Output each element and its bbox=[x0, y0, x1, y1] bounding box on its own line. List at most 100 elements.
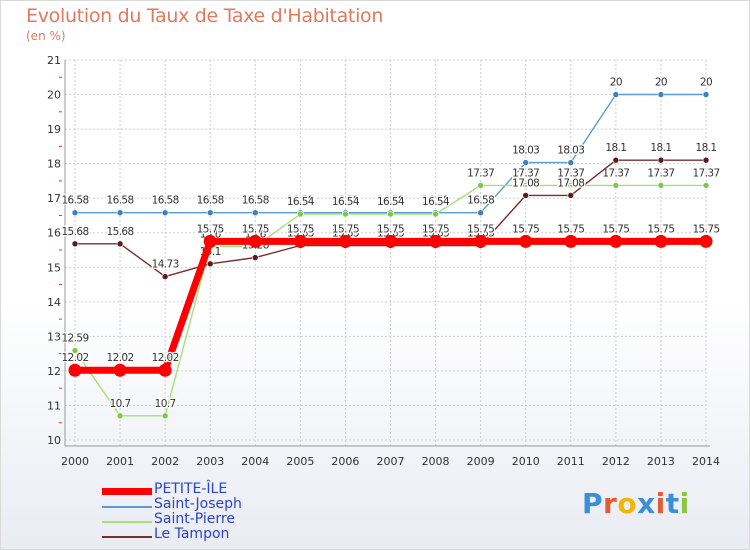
x-tick-label: 2004 bbox=[241, 455, 269, 468]
data-label: 12.02 bbox=[61, 352, 88, 364]
legend-label: Le Tampon bbox=[154, 526, 230, 542]
data-label: 17.08 bbox=[512, 177, 539, 189]
data-point bbox=[702, 156, 710, 164]
data-point bbox=[71, 240, 79, 248]
data-label: 17.37 bbox=[557, 167, 584, 179]
data-label: 16.54 bbox=[287, 196, 315, 208]
data-point bbox=[158, 363, 172, 377]
y-tick-label: 14 bbox=[47, 296, 61, 309]
data-label: 10.7 bbox=[155, 398, 176, 410]
data-label: 16.58 bbox=[332, 195, 359, 207]
data-label: 16.58 bbox=[242, 195, 269, 207]
data-label: 17.37 bbox=[512, 167, 539, 179]
legend-label: Saint-Pierre bbox=[154, 511, 235, 527]
data-label: 16.58 bbox=[107, 195, 134, 207]
data-label: 10.7 bbox=[110, 398, 131, 410]
data-point bbox=[116, 412, 124, 420]
data-label: 15.75 bbox=[647, 223, 674, 235]
data-point bbox=[248, 234, 262, 248]
data-label: 18.1 bbox=[650, 142, 671, 154]
data-label: 17.08 bbox=[557, 177, 584, 189]
data-label: 15.75 bbox=[467, 223, 494, 235]
data-point bbox=[68, 363, 82, 377]
data-label: 20 bbox=[700, 77, 712, 89]
y-tick-label: 16 bbox=[47, 227, 61, 240]
legend-swatch bbox=[102, 536, 152, 538]
y-tick-label: 19 bbox=[47, 123, 61, 136]
x-tick-label: 2014 bbox=[692, 455, 720, 468]
data-point bbox=[342, 210, 349, 218]
data-label: 15.63 bbox=[377, 228, 404, 240]
x-tick-label: 2006 bbox=[331, 455, 359, 468]
legend-swatch bbox=[102, 521, 152, 523]
data-label: 15.75 bbox=[422, 223, 449, 235]
chart-title: Evolution du Taux de Taxe d'Habitation bbox=[26, 5, 384, 27]
data-point bbox=[387, 210, 394, 218]
data-point bbox=[519, 234, 533, 248]
data-point bbox=[657, 91, 665, 98]
logo-letter: i bbox=[655, 487, 666, 520]
data-point bbox=[567, 192, 575, 199]
data-label: 16.58 bbox=[287, 195, 314, 207]
x-tick-label: 2005 bbox=[286, 455, 314, 468]
data-label: 17.37 bbox=[692, 167, 719, 179]
data-label: 15.63 bbox=[287, 228, 314, 240]
data-label: 15.75 bbox=[512, 223, 539, 235]
data-label: 12.02 bbox=[152, 352, 179, 364]
data-label: 18.1 bbox=[605, 142, 626, 154]
data-point bbox=[702, 182, 710, 189]
data-point bbox=[477, 209, 484, 216]
data-point bbox=[429, 234, 443, 248]
data-point bbox=[297, 210, 304, 218]
data-point bbox=[699, 234, 713, 248]
data-point bbox=[71, 209, 79, 216]
data-label: 15.75 bbox=[557, 223, 584, 235]
data-point bbox=[203, 234, 217, 248]
data-point bbox=[251, 209, 259, 216]
data-point bbox=[564, 234, 578, 248]
data-point bbox=[657, 182, 665, 189]
x-tick-label: 2003 bbox=[196, 455, 224, 468]
data-label: 16.54 bbox=[377, 196, 405, 208]
data-point bbox=[116, 209, 124, 216]
chart-subtitle: (en %) bbox=[26, 29, 66, 43]
y-tick-label: 15 bbox=[47, 261, 61, 274]
data-point bbox=[206, 209, 214, 216]
data-label: 14.73 bbox=[152, 259, 179, 271]
legend-swatch bbox=[102, 506, 152, 508]
data-label: 15.75 bbox=[287, 223, 314, 235]
data-point bbox=[474, 234, 488, 248]
data-label: 17.37 bbox=[467, 167, 494, 179]
data-point bbox=[251, 254, 259, 261]
data-point bbox=[206, 260, 214, 268]
legend-label: Saint-Joseph bbox=[154, 496, 242, 512]
legend-label: PETITE-ÎLE bbox=[154, 481, 228, 497]
data-point bbox=[71, 347, 79, 354]
data-label: 20 bbox=[655, 77, 667, 89]
data-point bbox=[477, 182, 484, 189]
data-label: 18.1 bbox=[696, 142, 717, 154]
data-label: 20 bbox=[610, 77, 622, 89]
x-tick-label: 2011 bbox=[557, 455, 585, 468]
x-tick-label: 2013 bbox=[647, 455, 675, 468]
y-tick-label: 11 bbox=[47, 399, 61, 412]
data-point bbox=[338, 234, 352, 248]
data-label: 16.58 bbox=[152, 195, 179, 207]
data-label: 16.58 bbox=[61, 195, 88, 207]
data-label: 16.58 bbox=[467, 195, 494, 207]
x-tick-label: 2008 bbox=[422, 455, 450, 468]
data-point bbox=[116, 240, 124, 248]
data-point bbox=[384, 234, 397, 248]
data-label: 15.63 bbox=[467, 228, 494, 240]
data-point bbox=[293, 234, 307, 248]
data-point bbox=[612, 91, 620, 98]
data-point bbox=[654, 234, 668, 248]
x-tick-label: 2007 bbox=[377, 455, 405, 468]
x-tick-label: 2012 bbox=[602, 455, 630, 468]
data-label: 16.58 bbox=[197, 195, 224, 207]
legend-swatch bbox=[102, 488, 152, 495]
data-label: 16.58 bbox=[377, 195, 404, 207]
data-point bbox=[522, 182, 530, 189]
